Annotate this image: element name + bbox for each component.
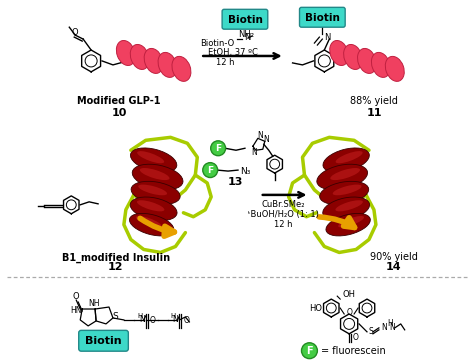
Ellipse shape [330,41,349,65]
Text: S: S [112,313,118,322]
Text: B1_modified Insulin: B1_modified Insulin [62,252,170,262]
Text: Biotin: Biotin [85,336,121,346]
Text: O: O [72,28,79,37]
Text: 90% yield: 90% yield [370,252,418,262]
Text: H: H [171,313,176,319]
Text: N: N [257,131,263,140]
Ellipse shape [317,164,367,190]
Text: N: N [139,315,145,325]
Ellipse shape [130,148,177,172]
Text: OH: OH [343,290,356,299]
Ellipse shape [140,168,170,180]
Ellipse shape [330,168,360,180]
Text: 10: 10 [111,107,127,118]
Ellipse shape [131,182,180,204]
Text: N: N [381,323,387,333]
Text: N: N [173,315,178,325]
Text: NH₂: NH₂ [238,30,254,38]
Circle shape [203,163,218,178]
Text: 14: 14 [386,262,401,272]
Text: O: O [73,291,80,301]
Text: N: N [263,135,269,144]
Text: 13: 13 [228,177,243,187]
Ellipse shape [137,151,164,163]
Text: O: O [150,317,155,325]
Circle shape [301,343,318,359]
Text: H: H [137,313,142,319]
Text: ᵗBuOH/H₂O (1: 1): ᵗBuOH/H₂O (1: 1) [248,210,319,219]
Ellipse shape [344,44,363,69]
Text: F: F [306,346,313,356]
Text: 12 h: 12 h [274,220,293,229]
Ellipse shape [385,56,404,81]
Ellipse shape [336,200,363,211]
Text: F: F [215,144,221,153]
Ellipse shape [333,185,362,195]
Text: Modified GLP-1: Modified GLP-1 [77,95,161,106]
Ellipse shape [336,151,363,163]
Text: H: H [387,319,392,329]
Text: Biotin: Biotin [228,15,263,25]
Text: N: N [389,323,394,333]
Ellipse shape [144,48,163,73]
Text: Biotin-O: Biotin-O [201,38,235,48]
Text: S: S [369,327,374,337]
Ellipse shape [323,197,370,221]
Ellipse shape [136,216,162,227]
Text: O: O [183,317,189,325]
Ellipse shape [129,213,174,236]
Text: Biotin: Biotin [305,13,340,23]
Text: NH: NH [88,298,100,307]
Text: 11: 11 [366,107,382,118]
FancyBboxPatch shape [222,9,268,29]
Text: N: N [244,33,250,42]
Text: HO: HO [310,303,322,313]
Text: 12: 12 [108,262,124,272]
Ellipse shape [357,48,376,73]
Ellipse shape [158,52,177,77]
Text: 12 h: 12 h [216,58,235,68]
Text: EtOH, 37 ºC: EtOH, 37 ºC [208,49,258,57]
Text: N₃: N₃ [240,167,250,176]
FancyBboxPatch shape [79,330,128,351]
Text: N: N [251,148,257,157]
Ellipse shape [323,148,369,172]
Text: CuBr.SMe₂: CuBr.SMe₂ [262,200,305,209]
Ellipse shape [338,216,364,227]
Text: O: O [353,333,359,342]
Ellipse shape [130,44,149,69]
Circle shape [211,141,226,156]
Ellipse shape [172,56,191,81]
Ellipse shape [138,185,167,195]
Text: 88% yield: 88% yield [350,95,398,106]
Text: F: F [207,166,213,175]
Ellipse shape [117,41,136,65]
FancyBboxPatch shape [300,7,345,27]
Text: = fluorescein: = fluorescein [321,346,386,356]
Text: HN: HN [71,306,82,314]
Text: O: O [346,309,352,318]
Ellipse shape [326,213,370,236]
Ellipse shape [372,52,391,77]
Ellipse shape [132,164,183,190]
Ellipse shape [137,200,164,211]
Text: N: N [324,33,331,42]
Ellipse shape [130,197,177,221]
Ellipse shape [319,182,369,204]
